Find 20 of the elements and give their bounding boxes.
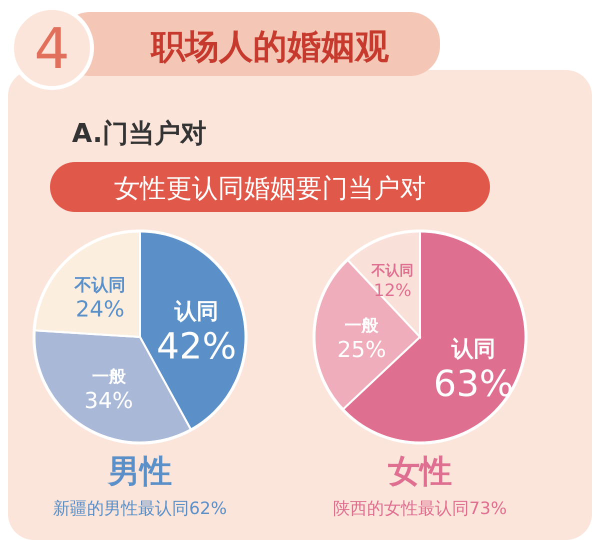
data-label: 24% [76, 298, 125, 322]
slice-label: 不认同 [74, 276, 126, 296]
text: 陕西的女性最认同73% [333, 499, 507, 519]
slice-label: 认同 [173, 300, 218, 324]
slice-label: 认同 [450, 337, 496, 362]
slice-label: 一般 [344, 316, 380, 336]
data-label: 25% [337, 338, 386, 364]
data-label: 42% [156, 326, 236, 368]
slice-label: 不认同 [370, 262, 414, 279]
text: 男性 [107, 452, 172, 490]
text: 新疆的男性最认同62% [53, 499, 227, 519]
text: 职场人的婚姻观 [150, 27, 389, 67]
text: 4 [34, 17, 70, 82]
data-label: 34% [84, 389, 134, 414]
slice-label: 一般 [92, 367, 127, 388]
text: 女性更认同婚姻要门当户对 [114, 174, 426, 204]
text: 女性 [387, 452, 452, 490]
data-label: 63% [433, 364, 514, 406]
data-label: 12% [374, 280, 412, 301]
text: A.门当户对 [72, 119, 206, 149]
